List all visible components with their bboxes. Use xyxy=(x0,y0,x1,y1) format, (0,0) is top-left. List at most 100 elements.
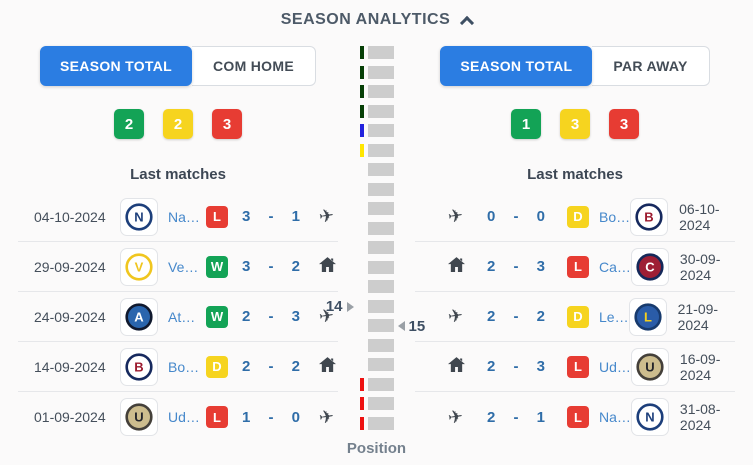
result-badge: D xyxy=(567,205,589,228)
position-ladder: 14 15 xyxy=(326,46,425,436)
result-badge: L xyxy=(206,406,228,428)
zone-tick xyxy=(360,358,364,371)
match-row[interactable]: ✈ 0-0 D Bo… B 06-10-2024 xyxy=(415,192,735,242)
zone-tick xyxy=(360,202,364,215)
napoli-crest: N xyxy=(636,403,664,431)
udinese-crest: U xyxy=(125,403,153,431)
ladder-position-6 xyxy=(359,143,394,157)
match-row[interactable]: 14-09-2024 B Bo… D 2-2 xyxy=(18,342,338,392)
match-row[interactable]: 01-09-2024 U Ud… L 1-0 ✈ xyxy=(18,392,338,442)
analytics-content: SEASON TOTAL COM HOME 2 2 3 Last matches… xyxy=(0,32,753,457)
match-date: 24-09-2024 xyxy=(34,308,106,325)
zone-tick xyxy=(360,319,364,332)
zone-tick xyxy=(359,124,364,137)
home-icon xyxy=(445,356,467,377)
ladder-position-7 xyxy=(360,163,394,176)
score-separator: - xyxy=(513,258,519,275)
home-score: 0 xyxy=(487,208,496,225)
bologna-logo: B xyxy=(630,197,669,236)
ladder-position-15 xyxy=(360,319,394,332)
ladder-position-20 xyxy=(359,416,394,430)
losses-badge: 3 xyxy=(212,109,242,139)
position-bar xyxy=(367,46,394,59)
arrow-right-icon xyxy=(346,301,354,312)
home-summary-badges: 2 2 3 xyxy=(18,109,338,139)
svg-text:C: C xyxy=(645,259,655,274)
position-bar xyxy=(367,85,394,98)
airplane-icon: ✈ xyxy=(447,305,465,327)
atalanta-logo: A xyxy=(120,297,158,336)
tab-com-home[interactable]: COM HOME xyxy=(192,46,316,86)
match-date: 16-09-2024 xyxy=(679,350,721,383)
home-score: 2 xyxy=(242,308,251,325)
home-score: 2 xyxy=(487,408,496,426)
match-row[interactable]: ✈ 2-1 L Na… N 31-08-2024 xyxy=(415,392,735,442)
result-badge: L xyxy=(567,355,589,378)
position-bar xyxy=(367,124,394,137)
bologna-crest: B xyxy=(125,352,153,381)
away-score: 3 xyxy=(536,358,545,375)
udinese-crest: U xyxy=(636,352,664,381)
position-bar xyxy=(367,358,394,371)
home-icon xyxy=(445,256,467,277)
zone-tick xyxy=(359,85,364,98)
home-score: 2 xyxy=(487,258,496,275)
ladder-position-11 xyxy=(360,241,394,254)
away-score: 2 xyxy=(291,258,300,275)
home-icon xyxy=(316,356,338,377)
verona-logo: V xyxy=(120,247,158,286)
page-title: SEASON ANALYTICS xyxy=(280,11,451,28)
position-bar xyxy=(367,319,394,332)
score-separator: - xyxy=(513,358,519,375)
opponent-abbr: Ca… xyxy=(599,258,631,275)
result-badge: W xyxy=(206,255,228,278)
zone-tick xyxy=(359,104,364,118)
svg-text:L: L xyxy=(644,309,652,324)
chevron-up-icon xyxy=(460,15,475,30)
away-team-panel: SEASON TOTAL PAR AWAY 1 3 3 Last matches… xyxy=(415,46,735,457)
match-row[interactable]: 04-10-2024 N Na… L 3-1 ✈ xyxy=(18,192,338,242)
tab-par-away[interactable]: PAR AWAY xyxy=(592,46,710,86)
opponent-abbr: Na… xyxy=(168,208,200,225)
zone-tick xyxy=(359,46,364,59)
zone-tick xyxy=(359,397,364,410)
svg-text:N: N xyxy=(134,209,143,224)
home-score: 2 xyxy=(242,358,251,375)
position-bar xyxy=(367,280,394,293)
away-tabs: SEASON TOTAL PAR AWAY xyxy=(415,46,735,86)
position-bar xyxy=(367,299,394,313)
score-separator: - xyxy=(268,308,274,325)
tab-season-total-home[interactable]: SEASON TOTAL xyxy=(40,46,193,86)
position-bar xyxy=(367,338,394,352)
result-badge: D xyxy=(206,355,228,378)
match-score: 1-0 xyxy=(242,409,300,426)
match-date: 01-09-2024 xyxy=(34,409,106,425)
svg-text:B: B xyxy=(134,359,143,374)
ladder-position-12 xyxy=(360,260,394,274)
draws-badge: 2 xyxy=(163,109,193,139)
position-bar xyxy=(367,65,394,79)
cagliari-crest: C xyxy=(636,252,664,281)
position-bar xyxy=(367,377,394,391)
ladder-position-18 xyxy=(359,377,394,391)
ladder-position-17 xyxy=(360,358,394,371)
season-analytics-header[interactable]: SEASON ANALYTICS xyxy=(0,0,753,32)
match-row[interactable]: 2-3 L Ca… C 30-09-2024 xyxy=(415,242,735,292)
tab-season-total-away[interactable]: SEASON TOTAL xyxy=(440,46,593,86)
zone-tick xyxy=(359,416,364,430)
home-position-marker: 14 xyxy=(326,298,354,315)
airplane-icon: ✈ xyxy=(447,205,465,227)
score-separator: - xyxy=(513,408,519,426)
home-position-value: 14 xyxy=(325,298,343,315)
match-row[interactable]: 29-09-2024 V Ve… W 3-2 xyxy=(18,242,338,292)
match-row[interactable]: ✈ 2-2 D Le… L 21-09-2024 xyxy=(415,292,735,342)
match-row[interactable]: 24-09-2024 A At… W 2-3 ✈ xyxy=(18,292,338,342)
result-badge: L xyxy=(206,205,228,228)
airplane-icon: ✈ xyxy=(318,405,336,428)
zone-tick xyxy=(359,377,364,391)
match-score: 2-2 xyxy=(242,358,300,375)
ladder-position-1 xyxy=(359,46,394,59)
zone-tick xyxy=(359,143,364,157)
zone-tick xyxy=(360,261,364,274)
match-row[interactable]: 2-3 L Ud… U 16-09-2024 xyxy=(415,342,735,392)
